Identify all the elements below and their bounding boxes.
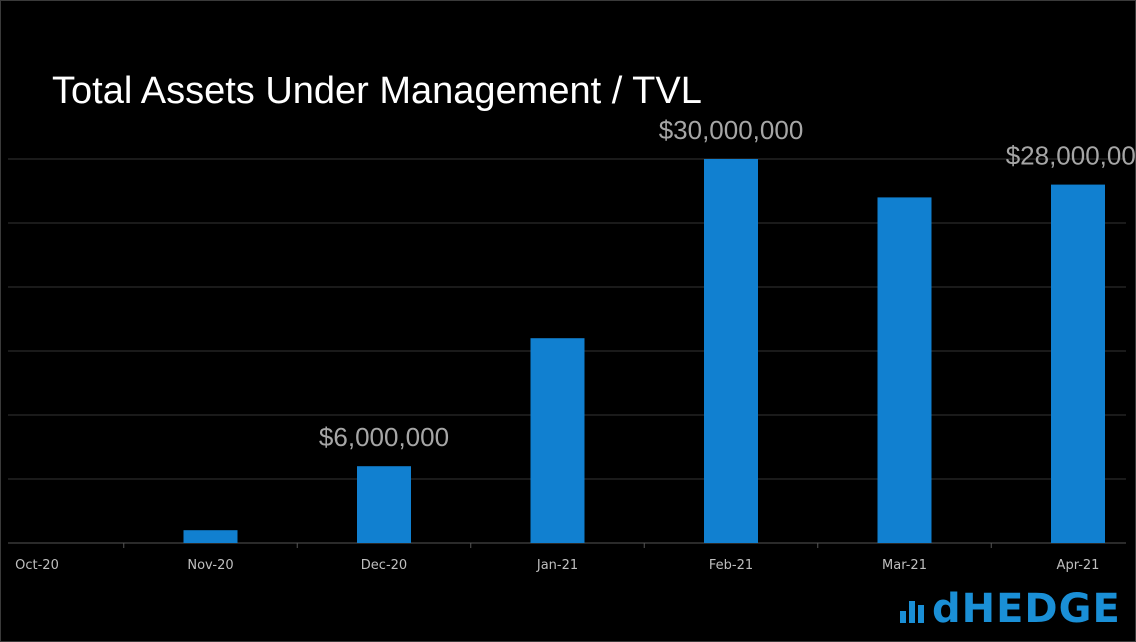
bar-chart-logo-icon	[900, 601, 924, 623]
x-tick-label: Jan-21	[536, 558, 578, 573]
data-label: $6,000,000	[319, 422, 449, 452]
data-label: $28,000,000	[1006, 141, 1136, 171]
bar-nov-20	[183, 530, 238, 543]
dhedge-logo: dHEDGE	[898, 586, 1121, 632]
bar-feb-21	[704, 159, 758, 543]
x-tick-label: Apr-21	[1057, 558, 1100, 573]
bar-mar-21	[877, 197, 932, 543]
x-tick-label: Feb-21	[709, 558, 753, 573]
x-tick-label: Oct-20	[15, 558, 59, 573]
bar-jan-21	[530, 338, 585, 543]
bar-dec-20	[357, 466, 411, 543]
chart-title: Total Assets Under Management / TVL	[52, 70, 702, 112]
x-tick-label: Mar-21	[882, 558, 927, 573]
bars	[183, 159, 1105, 543]
data-label: $30,000,000	[659, 115, 804, 145]
x-tick-label: Dec-20	[361, 558, 407, 573]
logo-text: dHEDGE	[932, 586, 1121, 632]
x-axis: Oct-20 Nov-20 Dec-20 Jan-21 Feb-21 Mar-21 Apr-…	[15, 543, 1099, 573]
data-labels: $6,000,000 $30,000,000 $28,000,000	[319, 115, 1136, 452]
x-tick-label: Nov-20	[187, 558, 233, 573]
bar-apr-21	[1051, 184, 1105, 543]
